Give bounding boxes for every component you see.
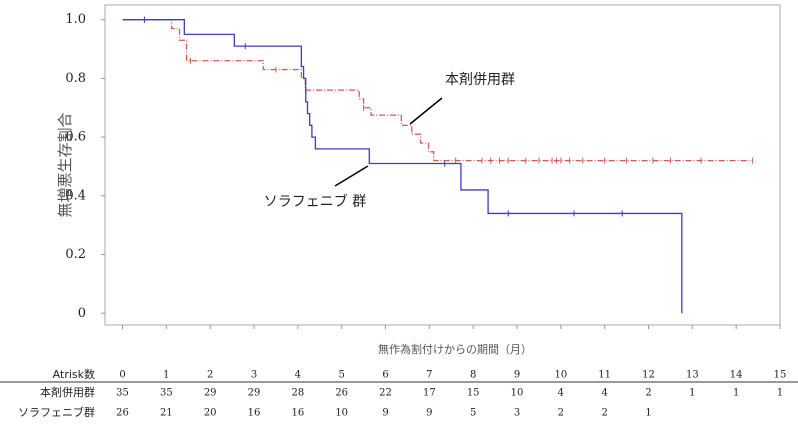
at-risk-count: 16 [291,408,304,419]
at-risk-count: 28 [291,388,304,399]
at-risk-count: 35 [116,388,129,399]
x-tick-label: 0 [119,370,125,381]
x-tick-label: 1 [163,370,169,381]
at-risk-count: 26 [335,388,348,399]
x-tick-label: 10 [554,370,567,381]
at-risk-count: 1 [689,388,695,399]
x-tick-label: 7 [426,370,432,381]
at-risk-count: 5 [470,408,476,419]
x-axis-label: 無作為割付けからの期間（月） [378,342,532,356]
at-risk-count: 26 [116,408,129,419]
at-risk-count: 2 [645,388,651,399]
y-tick-label: 0 [78,306,86,321]
x-tick-label: 5 [339,370,345,381]
x-tick-label: 11 [598,370,611,381]
at-risk-count: 9 [426,408,432,419]
y-tick-label: 0.8 [65,71,86,86]
at-risk-count: 2 [558,408,564,419]
at-risk-count: 1 [777,388,783,399]
x-tick-label: 8 [470,370,476,381]
annotation: ソラフェニブ 群 [264,193,366,210]
x-tick-label: 6 [382,370,388,381]
at-risk-count: 29 [204,388,217,399]
y-tick-label: 1.0 [65,12,86,27]
x-tick-label: 3 [251,370,257,381]
y-tick-label: 0.6 [65,130,86,145]
at-risk-row-label: 本剤併用群 [40,385,95,399]
x-tick-label: 9 [514,370,520,381]
x-tick-label: 13 [686,370,699,381]
at-risk-count: 10 [335,408,348,419]
at-risk-count: 4 [558,388,564,399]
at-risk-row-label: ソラフェニブ群 [18,405,95,419]
at-risk-count: 1 [733,388,739,399]
at-risk-count: 4 [601,388,607,399]
at-risk-count: 1 [645,408,651,419]
at-risk-count: 20 [204,408,217,419]
at-risk-count: 15 [467,388,480,399]
km-curve [122,19,683,314]
at-risk-count: 17 [423,388,436,399]
annotation-pointer [409,97,443,125]
at-risk-count: 29 [248,388,261,399]
x-tick-label: 2 [207,370,213,381]
y-tick-label: 0.2 [65,247,86,262]
km-curve [122,19,753,162]
x-tick-label: 14 [730,370,743,381]
x-tick-label: 12 [642,370,655,381]
annotation-pointer [334,165,369,187]
plot-frame [104,4,781,326]
x-tick-label: 15 [774,370,787,381]
at-risk-count: 9 [382,408,388,419]
at-risk-count: 16 [248,408,261,419]
y-tick-label: 0.4 [65,188,86,203]
x-tick-label: 4 [295,370,301,381]
at-risk-count: 21 [160,408,173,419]
at-risk-count: 10 [511,388,524,399]
y-axis-label: 無増悪生存割合 [56,112,74,217]
at-risk-count: 35 [160,388,173,399]
at-risk-count: 2 [601,408,607,419]
at-risk-header: Atrisk数 [53,368,95,381]
annotation: 本剤併用群 [445,72,515,88]
at-risk-count: 22 [379,388,392,399]
at-risk-count: 3 [514,408,520,419]
